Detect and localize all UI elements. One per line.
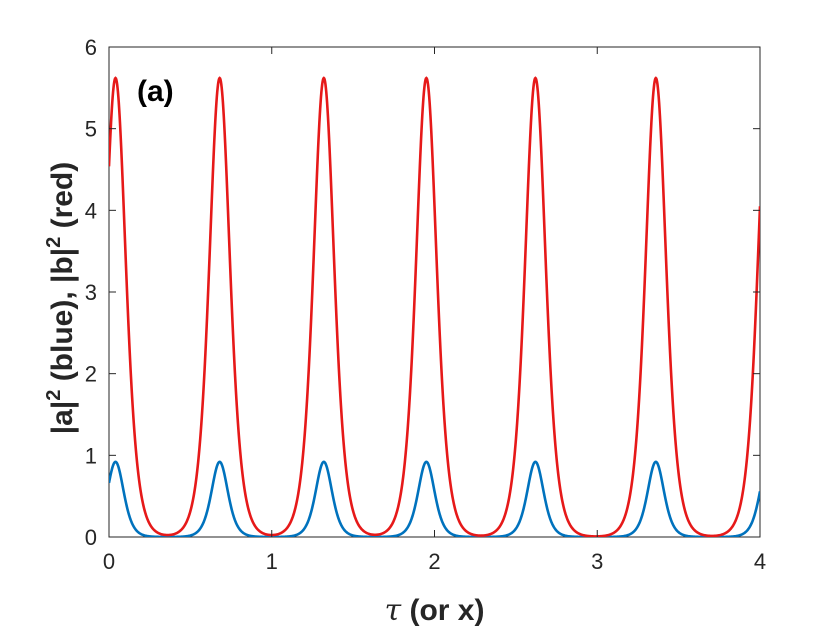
x-tick-label: 1 (266, 549, 278, 574)
y-tick-label: 2 (85, 362, 97, 387)
y-tick-label: 6 (85, 35, 97, 60)
plot-area (108, 46, 761, 538)
series-line-blue (109, 460, 760, 537)
y-axis-label-part3: (red) (46, 162, 79, 237)
y-tick-label: 1 (85, 443, 97, 468)
panel-label: (a) (137, 75, 174, 108)
x-tick-label: 4 (754, 549, 766, 574)
tick-layer: 0 1 2 3 4 0 1 2 3 4 5 6 (85, 35, 766, 574)
x-tick-label: 3 (591, 549, 603, 574)
y-tick-label: 4 (85, 198, 97, 223)
series-layer (109, 76, 760, 537)
y-axis-label-part1: |a| (46, 401, 79, 434)
y-axis-sup2: 2 (43, 237, 65, 248)
x-axis-title: τ (or x) (385, 593, 485, 628)
y-axis-sup1: 2 (43, 390, 65, 401)
y-tick-label: 3 (85, 280, 97, 305)
x-tick-label: 0 (103, 549, 115, 574)
y-tick-label: 0 (85, 525, 97, 550)
y-axis-label-part2: (blue), |b| (46, 248, 79, 390)
series-line-red (109, 76, 760, 537)
x-axis-label-rest: (or x) (401, 594, 484, 627)
x-tick-label: 2 (428, 549, 440, 574)
x-axis-symbol: τ (385, 593, 402, 628)
y-tick-label: 5 (85, 117, 97, 142)
y-axis-title: |a|2 (blue), |b|2 (red) (43, 162, 79, 435)
